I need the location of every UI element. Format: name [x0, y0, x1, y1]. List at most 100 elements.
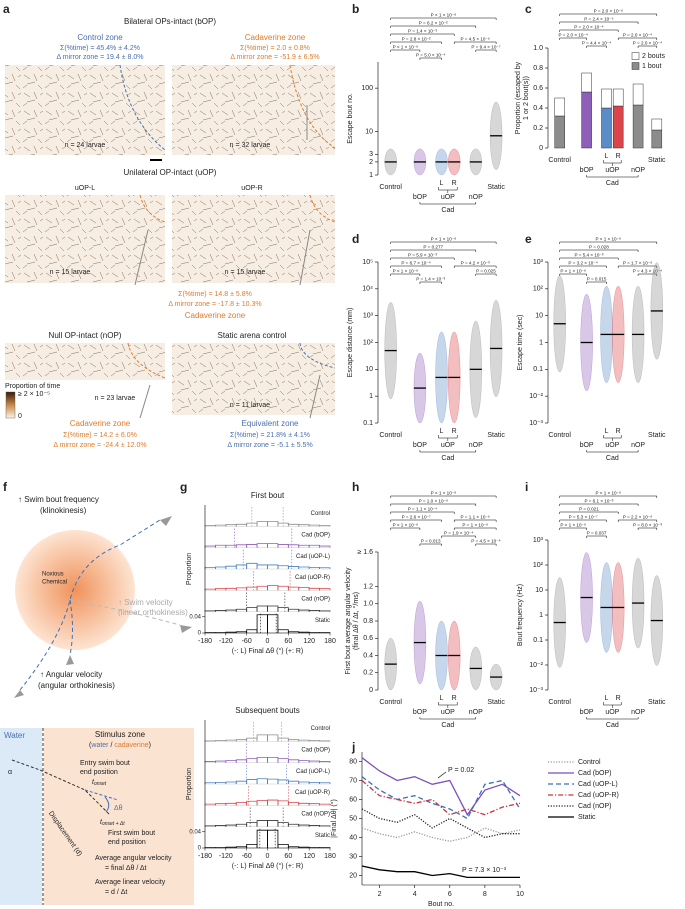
zone-label: Cadaverine zone — [70, 419, 131, 428]
bracket — [475, 49, 497, 52]
histogram-bar — [319, 545, 331, 548]
row-label: Cad (uOP-R) — [295, 790, 330, 796]
label: Stimulus zone — [95, 730, 146, 739]
y-tick-label: 1.2 — [363, 583, 373, 590]
bracket — [419, 543, 442, 546]
y-tick-label: 10³ — [533, 259, 544, 266]
p-value: P = 8.0 × 10⁻³ — [633, 523, 662, 528]
y-tick-label: ≥ 1.6 — [357, 549, 373, 556]
p-value: P < 1 × 10⁻⁸ — [431, 237, 457, 242]
legend-title: Proportion of time — [5, 383, 60, 390]
n-label: n = 11 larvae — [230, 402, 270, 409]
panel-label: f — [3, 480, 8, 494]
x-tick-label: L — [605, 428, 609, 435]
p-value: P = 2.0 × 10⁻⁴ — [623, 33, 652, 38]
panel-label: j — [351, 740, 355, 754]
histogram-bar — [308, 760, 320, 763]
y-axis-label: Proportion — [186, 768, 193, 800]
stimulus-area — [15, 530, 135, 650]
y-axis-label: |Final Δθ| (°) — [330, 799, 338, 838]
zone-outline — [139, 194, 166, 223]
y-tick-label: 80 — [349, 758, 357, 765]
y-tick-label: 0.6 — [533, 85, 543, 92]
histogram-bar — [235, 823, 248, 827]
p-value: P = 2.0 × 10⁻⁸ — [594, 9, 623, 14]
histogram-bar — [287, 523, 300, 527]
group-label: uOP — [605, 709, 619, 716]
bracket — [586, 535, 607, 538]
histogram-bar — [267, 829, 279, 848]
bar — [651, 118, 663, 131]
label: water — [90, 742, 109, 749]
y-tick-label: 1.0 — [363, 601, 373, 608]
panel-label: g — [180, 480, 187, 494]
p-value: P = 0.028 — [589, 245, 609, 250]
y-tick-label: 0.1 — [363, 420, 373, 427]
n-label: n = 23 larvae — [95, 395, 136, 402]
histogram-bar — [235, 564, 248, 569]
histogram-bar — [246, 737, 258, 742]
y-axis-label: (final Δθ / Δt, °/ms) — [352, 592, 360, 650]
x-tick-label: nOP — [469, 194, 483, 201]
zone-outline — [289, 64, 336, 149]
bracket — [637, 527, 658, 530]
histogram-bar — [225, 802, 237, 806]
panel-a: Bilateral OPs-intact (bOP) Control zone … — [5, 17, 336, 449]
label: ↑ Swim bout frequency — [18, 495, 99, 504]
title: Subsequent bouts — [235, 706, 300, 715]
bracket — [586, 281, 607, 284]
bracket — [390, 17, 497, 20]
p-value: P = 2.0 × 10⁻⁴ — [574, 25, 603, 30]
bracket — [390, 33, 455, 36]
histogram-bar — [298, 824, 310, 827]
x-tick-label: Control — [548, 432, 571, 439]
bar — [554, 115, 565, 149]
bracket — [390, 519, 442, 522]
row-label: Control — [311, 511, 330, 517]
bracket — [559, 241, 658, 244]
x-tick-label: -180 — [198, 853, 212, 860]
title: Null OP-intact (nOP) — [49, 331, 122, 340]
histogram-bar — [235, 780, 248, 784]
p-value: P = 1.4 × 10⁻³ — [408, 29, 437, 34]
bracket — [559, 29, 619, 32]
x-tick-label: L — [440, 428, 444, 435]
zone-outline — [127, 342, 166, 379]
y-tick-label: 0 — [198, 846, 202, 852]
histogram-bar — [308, 587, 320, 591]
y-tick-label: 0.04 — [189, 829, 201, 835]
x-tick-label: R — [616, 428, 621, 435]
x-tick-label: L — [605, 695, 609, 702]
panel-label: i — [525, 480, 528, 494]
bracket — [559, 37, 587, 40]
y-tick-label: 1 — [539, 339, 543, 346]
line — [361, 865, 520, 879]
p-value: P = 0.015 — [587, 277, 607, 282]
bracket — [586, 450, 639, 453]
y-tick-label: 0.8 — [533, 65, 543, 72]
histogram-bar — [215, 588, 227, 591]
zone-stat: Σ(%time) = 21.8% ± 4.1% — [230, 432, 310, 439]
label: t — [92, 779, 95, 786]
histogram-bar — [308, 781, 320, 784]
y-tick-label: 3 — [369, 151, 373, 158]
histogram-bar — [319, 588, 331, 591]
line — [361, 808, 520, 839]
bracket — [453, 265, 497, 268]
x-tick-label: L — [440, 695, 444, 702]
bracket — [390, 503, 477, 506]
p-value: P = 6.7 × 10⁻⁴ — [401, 261, 430, 266]
bracket — [559, 257, 619, 260]
histogram-bar — [277, 629, 289, 633]
bracket — [559, 13, 658, 16]
x-tick-label: Control — [548, 157, 571, 164]
x-tick-label: Control — [379, 432, 402, 439]
histogram-bar — [277, 585, 289, 591]
p-value: P = 2.0 × 10⁻⁴ — [633, 41, 662, 46]
bracket — [390, 265, 442, 268]
zone-outline — [309, 194, 336, 223]
x-tick-label: nOP — [631, 709, 645, 716]
p-value: P < 1 × 10⁻⁸ — [431, 491, 457, 496]
x-tick-label: 60 — [284, 853, 292, 860]
n-label: n = 32 larvae — [230, 142, 271, 149]
